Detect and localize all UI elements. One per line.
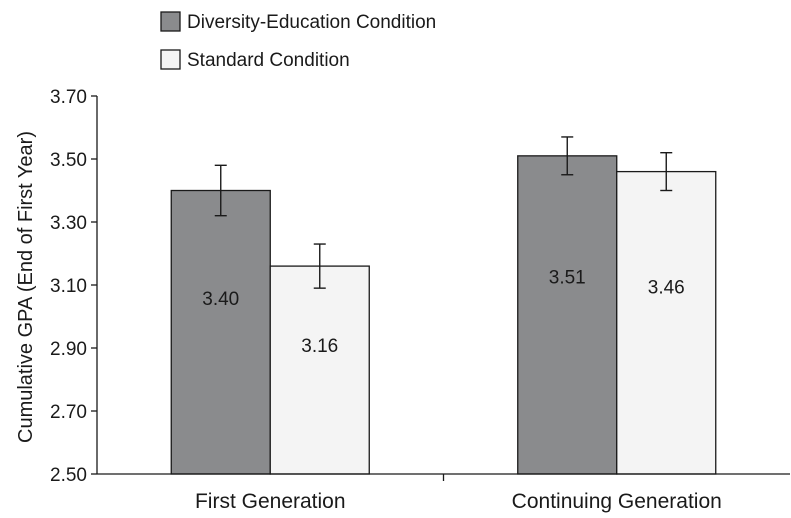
y-tick-label: 3.30 bbox=[50, 213, 87, 234]
bar-value-label: 3.16 bbox=[301, 336, 338, 357]
x-category-label: Continuing Generation bbox=[512, 490, 722, 513]
legend-swatch bbox=[160, 49, 181, 70]
y-tick-label: 2.90 bbox=[50, 339, 87, 360]
y-tick-label: 3.50 bbox=[50, 150, 87, 171]
y-axis: 2.50 2.70 2.90 3.10 3.30 3.50 3.70 bbox=[50, 87, 98, 486]
bar bbox=[269, 265, 370, 475]
y-tick-label: 3.70 bbox=[50, 87, 87, 108]
y-tick-label: 2.50 bbox=[50, 465, 87, 486]
bars: 3.40 3.16 3.51 3.46 bbox=[170, 136, 717, 475]
bar bbox=[170, 189, 271, 475]
legend-label: Standard Condition bbox=[187, 50, 350, 71]
bar bbox=[616, 170, 717, 475]
x-category-label: First Generation bbox=[195, 490, 346, 513]
y-tick-label: 3.10 bbox=[50, 276, 87, 297]
legend-label: Diversity-Education Condition bbox=[187, 12, 436, 33]
bar-value-label: 3.46 bbox=[648, 278, 685, 299]
legend-swatch bbox=[160, 11, 181, 32]
legend: Diversity-Education Condition Standard Co… bbox=[160, 11, 436, 71]
x-axis: First Generation Continuing Generation bbox=[97, 473, 790, 513]
bar-value-label: 3.51 bbox=[549, 268, 586, 289]
y-tick-label: 2.70 bbox=[50, 402, 87, 423]
bar-value-label: 3.40 bbox=[202, 289, 239, 310]
bar bbox=[517, 155, 618, 475]
y-axis-title: Cumulative GPA (End of First Year) bbox=[15, 131, 37, 443]
